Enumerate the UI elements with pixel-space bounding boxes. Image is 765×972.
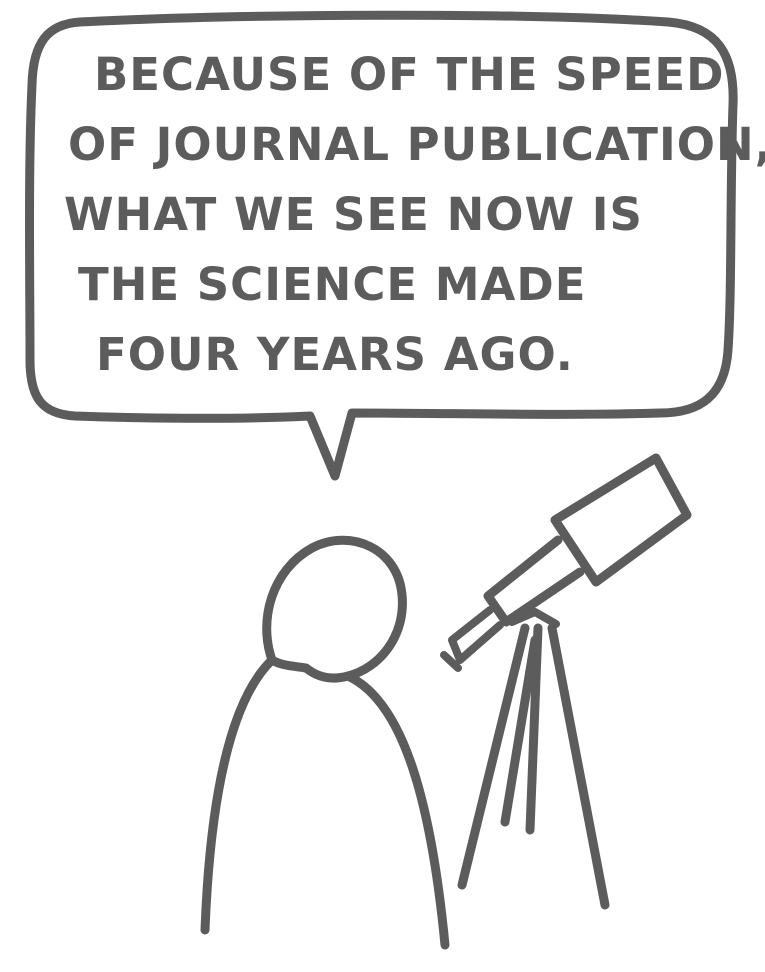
speech-bubble-text: BECAUSE OF THE SPEED OF JOURNAL PUBLICAT… xyxy=(52,40,765,390)
telescope-eyepiece xyxy=(448,606,504,664)
speech-line: OF JOURNAL PUBLICATION, xyxy=(68,118,765,171)
speech-line: FOUR YEARS AGO. xyxy=(96,328,574,381)
stick-figure-body-right xyxy=(343,671,450,950)
telescope-eyepiece-tip xyxy=(440,651,462,672)
tripod-leg-right xyxy=(547,623,610,910)
speech-bubble-outline xyxy=(25,10,738,481)
speech-line: WHAT WE SEE NOW IS xyxy=(64,188,643,241)
telescope-tube xyxy=(550,453,692,587)
speech-line: THE SCIENCE MADE xyxy=(78,258,587,311)
stick-figure-body xyxy=(200,655,277,935)
stick-figure-head xyxy=(262,535,407,683)
tripod-leg-left xyxy=(457,623,530,890)
tripod-leg-middle xyxy=(525,623,543,835)
tripod-leg-inner xyxy=(500,635,540,827)
speech-line: BECAUSE OF THE SPEED xyxy=(94,48,725,101)
telescope-body xyxy=(483,535,585,627)
tripod-mount xyxy=(508,608,560,628)
